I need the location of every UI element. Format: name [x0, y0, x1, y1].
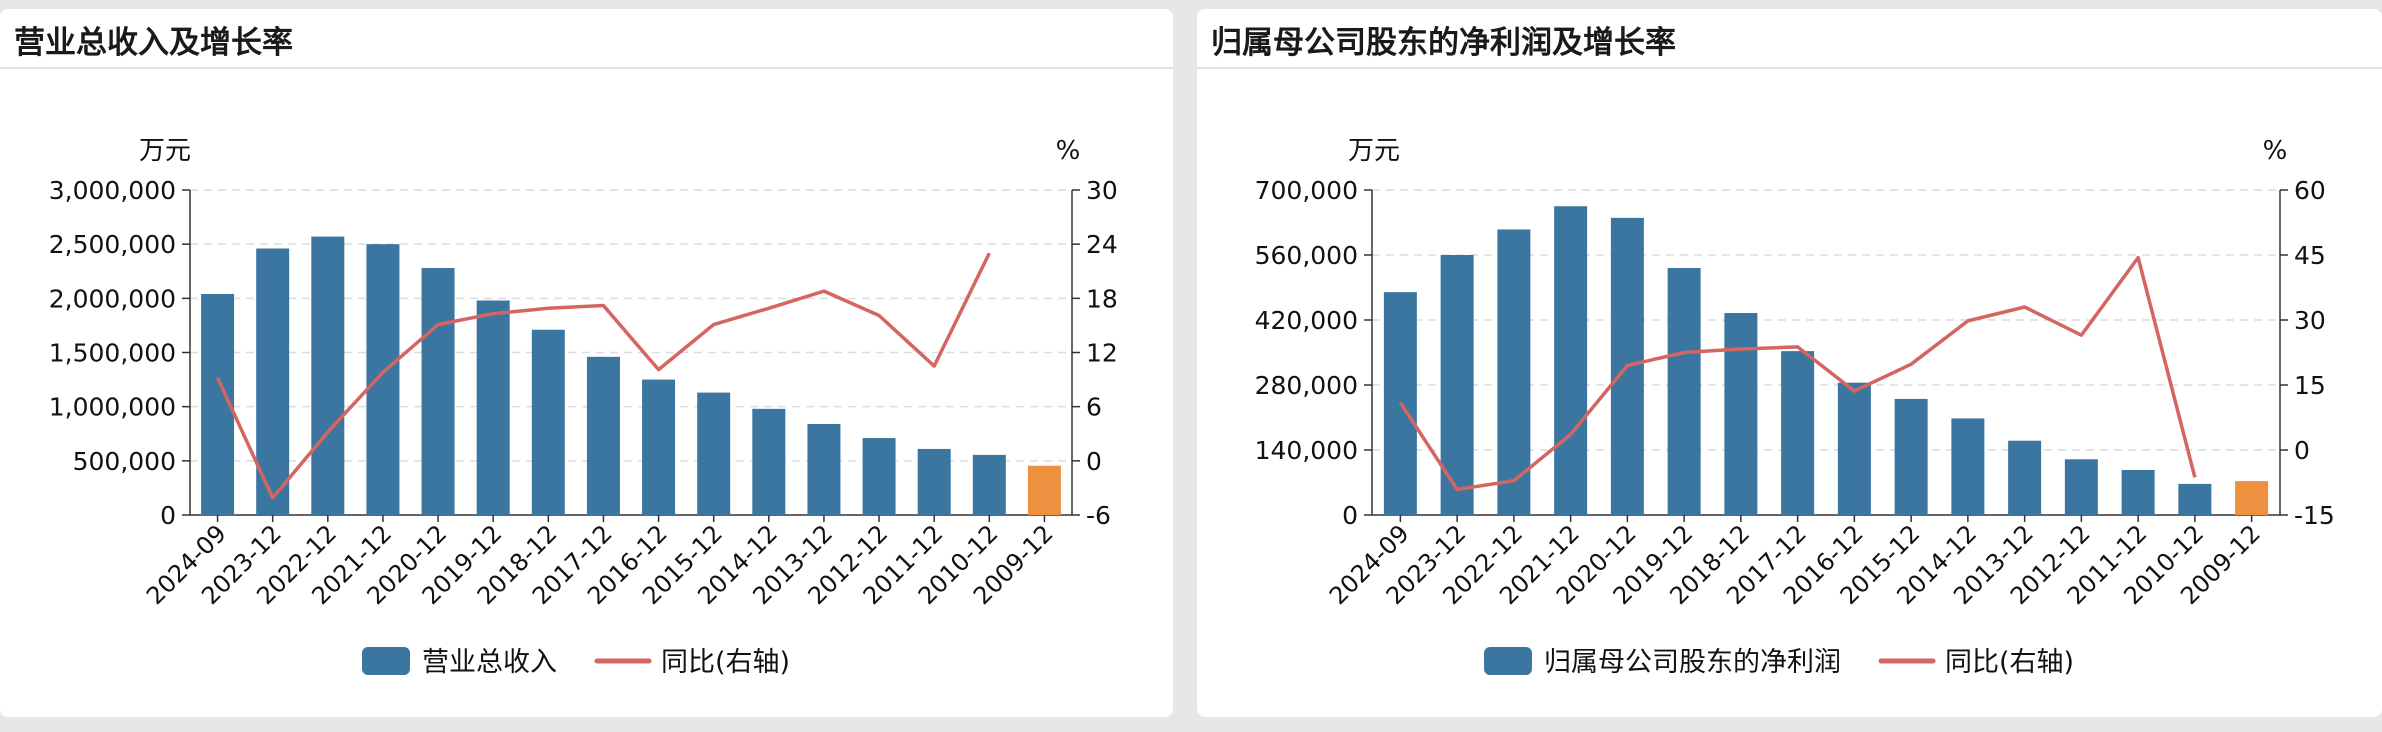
y-axis-unit-label: 万元: [1348, 136, 1400, 166]
legend-bar-swatch: [362, 647, 410, 675]
y2-tick-label: 45: [2294, 241, 2326, 270]
chart-title: 营业总收入及增长率: [14, 25, 293, 61]
y-tick-label: 420,000: [1255, 306, 1358, 335]
y-tick-label: 140,000: [1255, 436, 1358, 465]
bar: [1724, 313, 1758, 515]
bar: [311, 236, 345, 516]
y2-tick-label: 0: [2294, 436, 2310, 465]
net-profit-chart-panel: 归属母公司股东的净利润及增长率 万元% 0 140,000 280,000 420,00…: [1197, 9, 2382, 717]
panel-header: 营业总收入及增长率: [0, 9, 1173, 69]
bar: [366, 244, 400, 515]
bar: [1837, 382, 1871, 515]
bar: [531, 329, 565, 515]
bar: [1027, 465, 1061, 515]
bar: [421, 268, 455, 515]
y-tick-label: 2,500,000: [49, 230, 176, 259]
y-tick-label: 2,000,000: [49, 284, 176, 313]
bar: [2008, 440, 2042, 515]
bar: [1781, 351, 1815, 515]
bar: [1951, 418, 1985, 515]
net-profit-growth-chart: 万元 % 0 140,000 280,000 420,000 560,000 700,000 -…: [1255, 136, 2335, 678]
y-tick-label: 3,000,000: [49, 176, 176, 205]
bar: [972, 454, 1006, 515]
y2-tick-label: 6: [1086, 393, 1102, 422]
legend-line-label: 同比(右轴): [661, 647, 790, 678]
y-tick-label: 0: [160, 501, 176, 530]
y2-tick-label: 12: [1086, 339, 1118, 368]
y2-tick-label: 30: [1086, 176, 1118, 205]
series-line: [1398, 255, 2197, 492]
bar: [1667, 268, 1701, 515]
bar: [586, 356, 620, 515]
bar: [807, 424, 841, 515]
y-tick-label: 0: [1342, 501, 1358, 530]
series-line: [215, 252, 991, 500]
legend-bar-swatch: [1484, 647, 1532, 675]
y2-axis-unit-label: %: [2263, 136, 2288, 166]
y-tick-label: 500,000: [73, 447, 176, 476]
y2-tick-label: 60: [2294, 176, 2326, 205]
y-tick-label: 280,000: [1255, 371, 1358, 400]
y2-axis-unit-label: %: [1056, 136, 1081, 166]
y-tick-label: 1,000,000: [49, 393, 176, 422]
y2-tick-label: 0: [1086, 447, 1102, 476]
y2-tick-label: 30: [2294, 306, 2326, 335]
revenue-chart-panel: 营业总收入及增长率 万元% 0 500,000 1,000,000 1,500,000 2…: [0, 9, 1173, 717]
chart-title: 归属母公司股东的净利润及增长率: [1211, 25, 1676, 61]
bar: [642, 379, 676, 515]
y-tick-label: 1,500,000: [49, 339, 176, 368]
bar: [2121, 469, 2155, 515]
bar: [1894, 398, 1928, 515]
y2-tick-label: 24: [1086, 230, 1118, 259]
bar: [1440, 255, 1474, 515]
y2-tick-label: 15: [2294, 371, 2326, 400]
legend-line-label: 同比(右轴): [1945, 647, 2074, 678]
bar: [2178, 483, 2212, 515]
legend-bar-label: 归属母公司股东的净利润: [1544, 647, 1841, 678]
panel-header: 归属母公司股东的净利润及增长率: [1197, 9, 2382, 69]
y-axis-unit-label: 万元: [139, 136, 191, 166]
bar: [2064, 459, 2098, 515]
bar: [752, 408, 786, 515]
bar: [862, 438, 896, 515]
y-tick-label: 700,000: [1255, 176, 1358, 205]
y2-tick-label: -6: [1086, 501, 1111, 530]
bar: [1497, 229, 1531, 515]
y-tick-label: 560,000: [1255, 241, 1358, 270]
y2-tick-label: -15: [2294, 501, 2335, 530]
bar: [2235, 481, 2269, 515]
bar: [1554, 206, 1588, 515]
y2-tick-label: 18: [1086, 284, 1118, 313]
bar: [476, 300, 510, 515]
bar: [917, 448, 951, 515]
revenue-growth-chart: 万元 % 0 500,000 1,000,000 1,500,000 2,000,000 2,…: [49, 136, 1118, 678]
legend-bar-label: 营业总收入: [422, 647, 557, 678]
bar: [697, 392, 731, 515]
